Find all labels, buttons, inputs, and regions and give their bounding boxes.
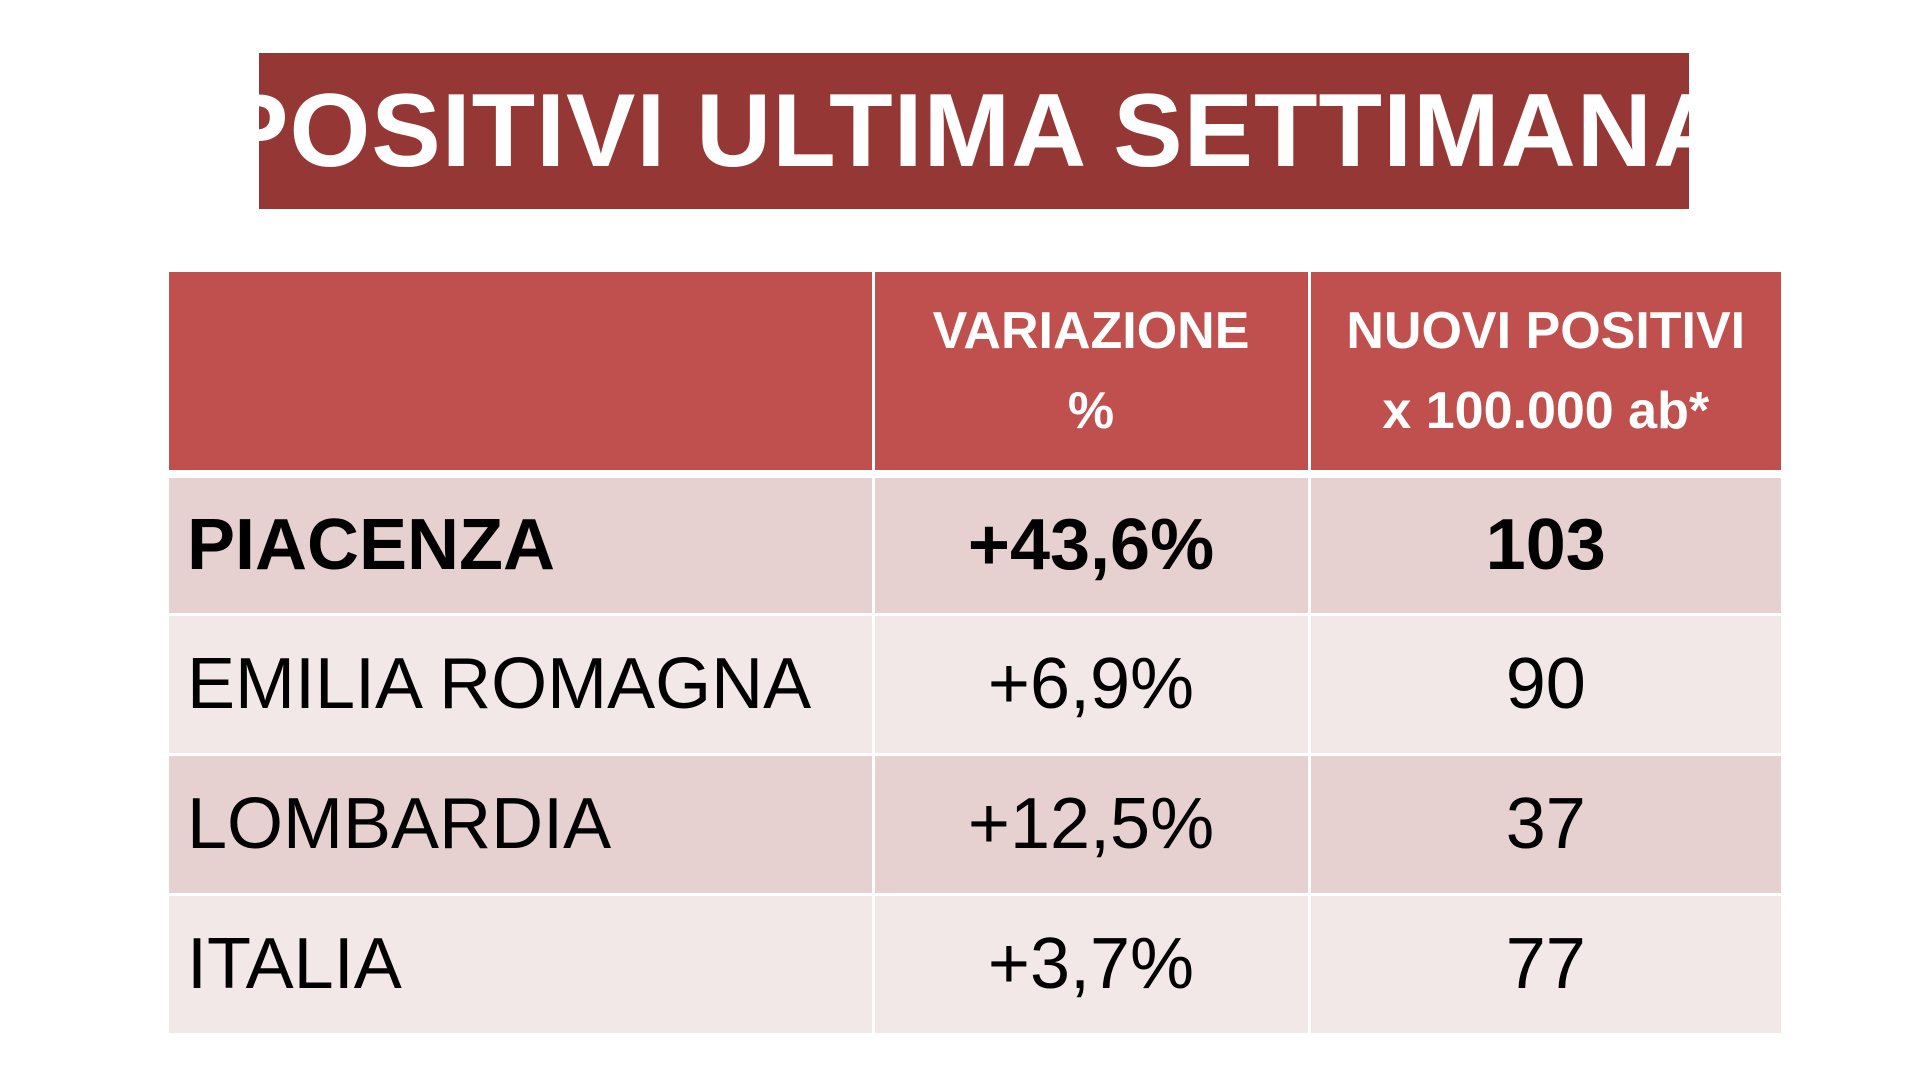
cell-nuovi-positivi: 77 — [1307, 894, 1781, 1036]
cell-region: EMILIA ROMAGNA — [169, 614, 873, 756]
cell-variazione: +3,7% — [871, 894, 1309, 1036]
header-cell-empty — [169, 272, 873, 478]
header-line: NUOVI POSITIVI — [1346, 302, 1746, 360]
cell-region: LOMBARDIA — [169, 754, 873, 896]
data-table: VARIAZIONE % NUOVI POSITIVI x 100.000 ab… — [169, 272, 1781, 1036]
table-row: EMILIA ROMAGNA +6,9% 90 — [169, 614, 1781, 756]
cell-variazione: +12,5% — [871, 754, 1309, 896]
title-banner: POSITIVI ULTIMA SETTIMANA — [219, 53, 1728, 209]
table-header-row: VARIAZIONE % NUOVI POSITIVI x 100.000 ab… — [169, 272, 1781, 478]
header-line: x 100.000 ab* — [1382, 382, 1710, 440]
table-row: LOMBARDIA +12,5% 37 — [169, 754, 1781, 896]
table-row: ITALIA +3,7% 77 — [169, 894, 1781, 1036]
cell-region: PIACENZA — [169, 474, 873, 616]
cell-variazione: +6,9% — [871, 614, 1309, 756]
cell-nuovi-positivi: 103 — [1307, 474, 1781, 616]
cell-nuovi-positivi: 90 — [1307, 614, 1781, 756]
header-line: VARIAZIONE — [932, 302, 1250, 360]
table-row: PIACENZA +43,6% 103 — [169, 474, 1781, 616]
header-line: % — [1067, 382, 1115, 440]
cell-nuovi-positivi: 37 — [1307, 754, 1781, 896]
cell-region: ITALIA — [169, 894, 873, 1036]
table-body: PIACENZA +43,6% 103 EMILIA ROMAGNA +6,9% 90 LO… — [169, 474, 1781, 1036]
cell-variazione: +43,6% — [871, 474, 1309, 616]
page-title: POSITIVI ULTIMA SETTIMANA — [219, 73, 1729, 189]
header-cell-variazione: VARIAZIONE % — [871, 272, 1309, 478]
header-cell-nuovi-positivi: NUOVI POSITIVI x 100.000 ab* — [1307, 272, 1781, 478]
